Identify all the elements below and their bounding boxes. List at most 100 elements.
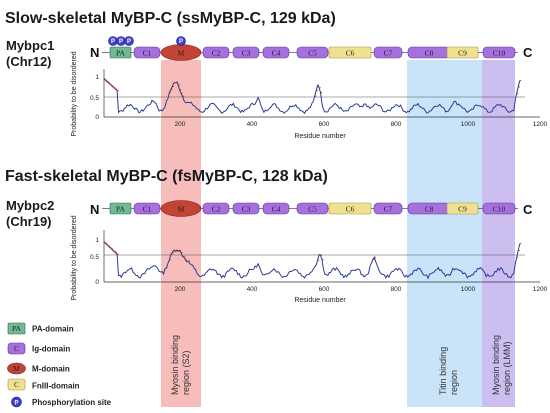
disorder-trace-disordered [104, 241, 522, 262]
domain-label: C2 [212, 204, 221, 213]
panel-slow-skeletal: Slow-skeletal MyBP-C (ssMyBP-C, 129 kDa)… [5, 10, 548, 140]
domain-c4 [262, 46, 290, 59]
legend-item-phos: P Phosphorylation site [11, 396, 112, 408]
domain-label: C4 [272, 204, 281, 213]
x-tick-label: 400 [247, 286, 258, 293]
x-tick-labels: 200 400 600 800 1000 1200 [175, 286, 548, 293]
legend-symbol: C [14, 344, 19, 353]
x-tick-labels: 200 400 600 800 1000 1200 [175, 121, 548, 128]
phospho-label: P [179, 39, 183, 45]
x-tick-label: 600 [319, 286, 330, 293]
legend-symbol: C [14, 380, 19, 389]
domain-label: C4 [272, 48, 281, 57]
c-terminus-label: C [523, 45, 533, 60]
region-titin [407, 60, 482, 407]
y-tick-label: 1 [95, 237, 99, 244]
legend-item-m: M M-domain [7, 362, 70, 375]
domain-bar: PA C1 M C2 C3 C4 C5 C6 C7 C8 C9 C10 [102, 200, 518, 217]
domain-label: PA [116, 48, 125, 57]
region-label-s2-line1: Myosin binding [170, 335, 180, 395]
domain-c6 [328, 202, 372, 215]
domain-label: C6 [346, 48, 355, 57]
region-label-titin-line1: Titin binding [438, 347, 448, 395]
domain-pa [109, 202, 132, 215]
region-label-titin: Titin binding region [438, 344, 459, 395]
disorder-trace-ordered [103, 78, 521, 115]
region-labels: Myosin binding region (S2) Titin binding… [170, 332, 512, 395]
legend-symbol: P [14, 400, 18, 406]
domain-c1 [133, 202, 161, 215]
gene-name: Mybpc2 [6, 198, 54, 213]
domain-c10 [482, 46, 516, 59]
phospho-label: P [111, 39, 115, 45]
domain-label: C9 [458, 204, 467, 213]
disorder-plot: 1 0.5 0 Probability to be disordered 200… [71, 215, 548, 304]
y-tick-label: 1 [95, 74, 99, 81]
domain-label: C1 [143, 48, 152, 57]
x-tick-label: 600 [319, 121, 330, 128]
domain-label: C10 [493, 204, 506, 213]
chromosome-label: (Chr19) [6, 214, 52, 229]
domain-label: PA [116, 204, 125, 213]
m-domain-icon [7, 362, 26, 375]
legend-symbol: M [13, 364, 20, 373]
domain-label: C9 [458, 48, 467, 57]
chromosome-label: (Chr12) [6, 54, 52, 69]
domain-c2 [202, 46, 230, 59]
disorder-plot: 1 0.5 0 Probability to be disordered 200… [71, 51, 548, 140]
y-tick-label: 0.5 [90, 254, 99, 261]
panel-fast-skeletal: Fast-skeletal MyBP-C (fsMyBP-C, 128 kDa)… [5, 168, 548, 304]
x-tick-label: 800 [391, 121, 402, 128]
legend-label: FnIII-domain [32, 382, 80, 391]
ig-domain-icon [7, 342, 26, 355]
n-terminus-label: N [90, 202, 99, 217]
y-tick-label: 0 [95, 279, 99, 286]
legend-item-pa: PA PA-domain [7, 322, 74, 335]
fn3-domain-icon [7, 378, 26, 391]
legend-item-ig: C Ig-domain [7, 342, 70, 355]
pa-domain-icon [7, 322, 26, 335]
domain-c7 [373, 46, 403, 59]
phospho-label: P [127, 39, 131, 45]
y-axis-label: Probability to be disordered [71, 51, 78, 136]
legend-symbol: PA [12, 324, 21, 333]
region-label-s2: Myosin binding region (S2) [170, 332, 191, 395]
gene-name: Mybpc1 [6, 38, 54, 53]
region-label-lmm-line2: region (LMM) [502, 341, 512, 395]
domain-c9 [446, 202, 479, 215]
phosphorylation-site [176, 36, 186, 46]
domain-label: C10 [493, 48, 506, 57]
domain-c10 [482, 202, 516, 215]
x-tick-label: 1000 [461, 121, 476, 128]
domain-c5 [296, 202, 329, 215]
phosphorylation-icon [11, 396, 22, 408]
region-label-lmm-line1: Myosin binding [491, 335, 501, 395]
legend: PA PA-domain C Ig-domain M M-domain C Fn… [7, 322, 112, 408]
domain-label: M [178, 48, 185, 57]
domain-c3 [232, 46, 260, 59]
phosphorylation-sites: P P P P [108, 36, 186, 46]
region-label-lmm: Myosin binding region (LMM) [491, 332, 512, 395]
y-axis-label: Probability to be disordered [71, 215, 78, 300]
legend-label: Ig-domain [32, 345, 70, 354]
domain-c2 [202, 202, 230, 215]
domain-c6 [328, 46, 372, 59]
domain-label: C2 [212, 48, 221, 57]
x-tick-label: 1200 [533, 286, 548, 293]
panel-title: Fast-skeletal MyBP-C (fsMyBP-C, 128 kDa) [5, 168, 328, 185]
domain-c1 [133, 46, 161, 59]
y-tick-label: 0.5 [90, 95, 99, 102]
highlight-regions [161, 60, 515, 407]
y-axis-label-text: Probability to be disordered [71, 215, 78, 300]
domain-label: C3 [242, 48, 251, 57]
domain-label: C7 [384, 204, 393, 213]
domain-label: C5 [308, 204, 317, 213]
domain-label: C7 [384, 48, 393, 57]
x-axis-label: Residue number [294, 133, 346, 140]
x-tick-label: 1200 [533, 121, 548, 128]
disorder-trace-disordered [104, 78, 522, 97]
domain-label: C5 [308, 48, 317, 57]
x-tick-label: 200 [175, 286, 186, 293]
legend-label: PA-domain [32, 325, 74, 334]
